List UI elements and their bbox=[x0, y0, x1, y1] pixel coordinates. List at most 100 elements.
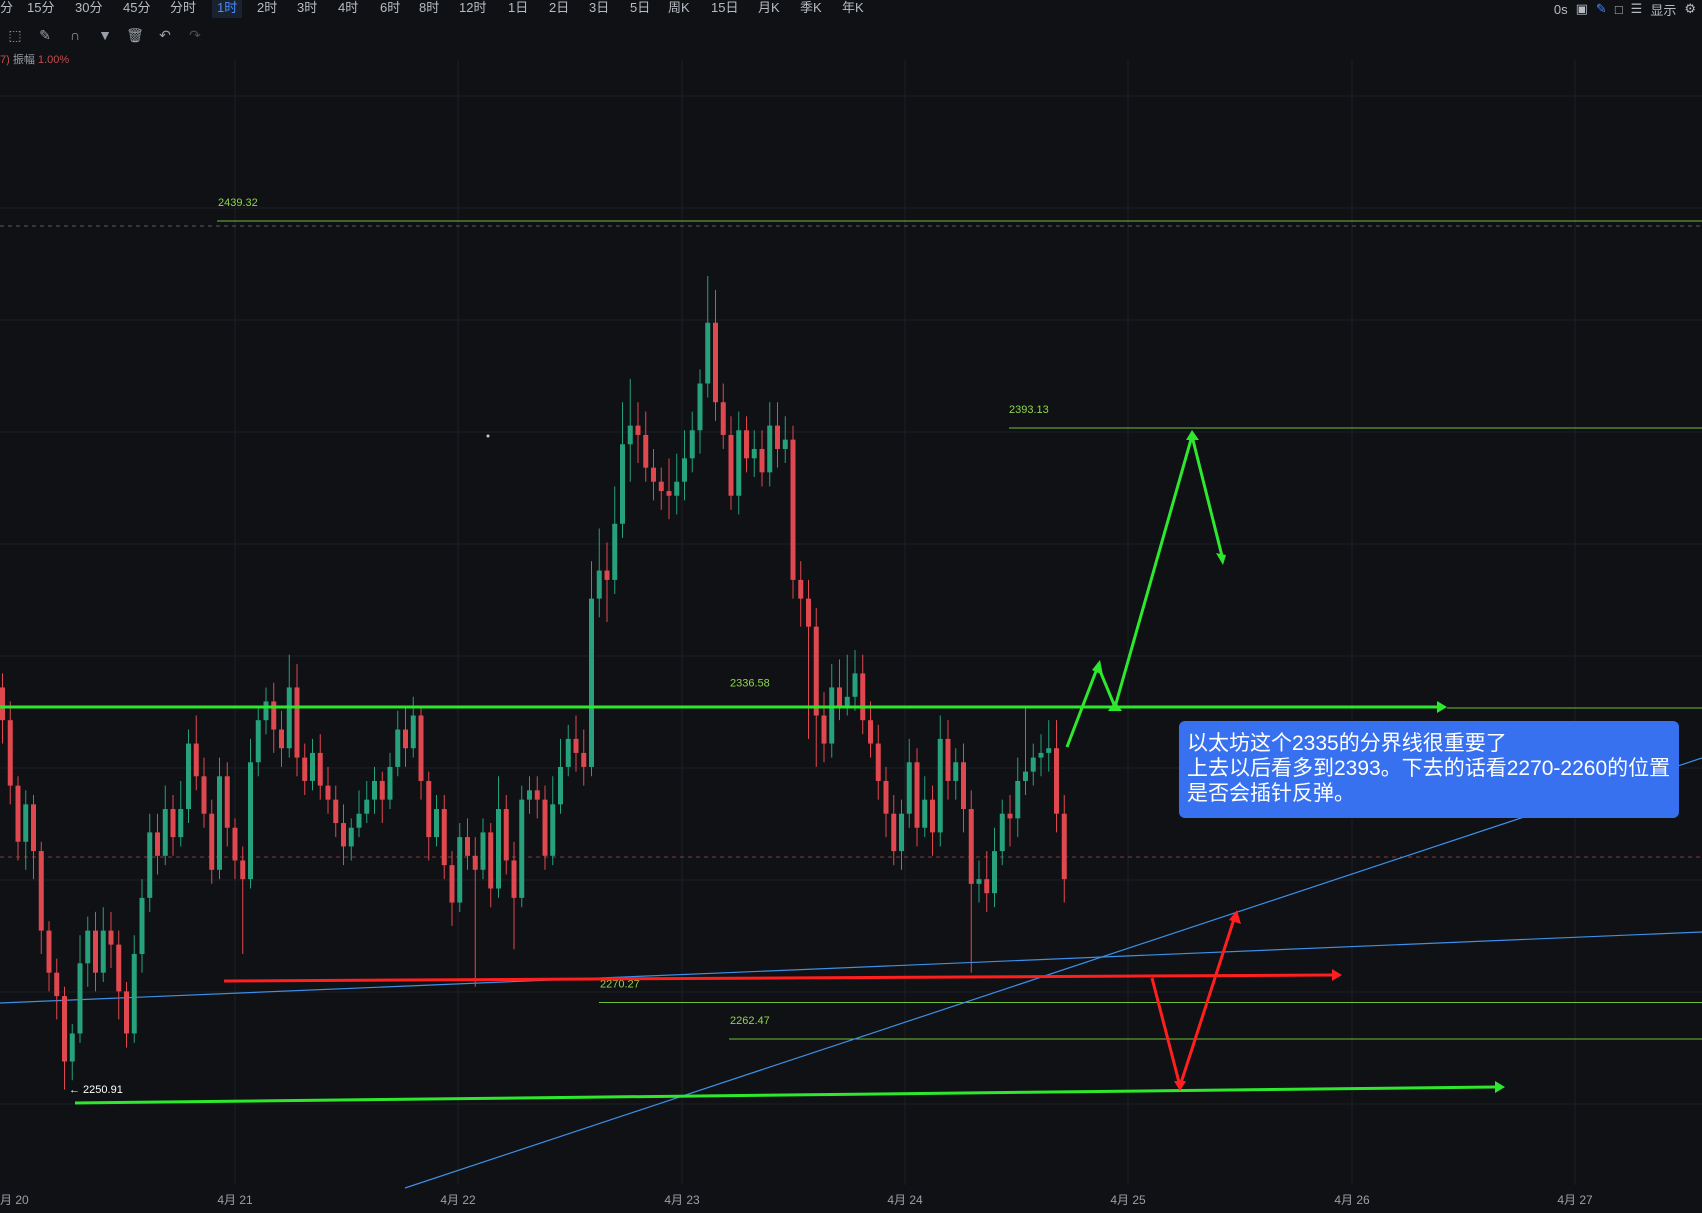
drawing-settings-icon[interactable]: ✎ bbox=[39, 26, 51, 43]
timeframe-0[interactable]: 分 bbox=[0, 0, 14, 15]
candle-body-117 bbox=[906, 762, 912, 814]
candle-body-134 bbox=[1038, 752, 1044, 758]
timeframe-5[interactable]: 1时 bbox=[212, 0, 243, 18]
candle-body-137 bbox=[1061, 813, 1067, 880]
candle-body-80 bbox=[620, 444, 625, 524]
candle-body-61 bbox=[472, 855, 478, 870]
timeframe-4[interactable]: 分时 bbox=[170, 0, 197, 15]
annotation-line-3: 是否会插针反弹。 bbox=[1187, 782, 1355, 805]
timeframe-18[interactable]: 月K bbox=[758, 0, 780, 15]
candle-body-122 bbox=[945, 738, 951, 781]
timeframe-7[interactable]: 3时 bbox=[297, 0, 318, 15]
timeframe-19[interactable]: 季K bbox=[800, 0, 822, 15]
candle-body-71 bbox=[550, 804, 556, 856]
candle-body-92 bbox=[713, 322, 718, 403]
timeframe-10[interactable]: 8时 bbox=[419, 0, 440, 15]
candle-body-17 bbox=[131, 953, 137, 1034]
candle-body-121 bbox=[937, 738, 943, 833]
annotation-line-2: 上去以后看多到2393。下去的话看2270-2260的位置 bbox=[1187, 757, 1671, 780]
candle-body-36 bbox=[279, 729, 284, 749]
timeframe-13[interactable]: 2日 bbox=[549, 0, 570, 15]
timeframe-9[interactable]: 6时 bbox=[380, 0, 401, 15]
x-tick-5: 4月 25 bbox=[1110, 1193, 1146, 1207]
timeframe-11[interactable]: 12时 bbox=[459, 0, 487, 15]
candle-body-46 bbox=[356, 813, 362, 828]
candle-body-38 bbox=[294, 687, 300, 758]
x-tick-4: 4月 24 bbox=[887, 1193, 923, 1207]
candle-body-135 bbox=[1046, 748, 1052, 753]
trendline-blue-1 bbox=[0, 931, 1702, 1004]
candle-body-105 bbox=[813, 626, 819, 716]
display-button[interactable]: 显示 bbox=[1650, 2, 1677, 18]
marker-dot bbox=[486, 434, 490, 438]
candle-body-120 bbox=[930, 799, 935, 833]
chart-right-tools: 0s ▣ ✎ □ ☰ 显示 ⚙ bbox=[1554, 0, 1702, 18]
candle-body-9 bbox=[69, 1033, 75, 1062]
candle-body-34 bbox=[263, 701, 269, 721]
x-tick-2: 4月 22 bbox=[440, 1193, 476, 1207]
filter-icon[interactable]: ▼ bbox=[98, 27, 112, 43]
candle-body-19 bbox=[147, 832, 153, 898]
arrow-head-green-main bbox=[1437, 701, 1447, 713]
candle-body-41 bbox=[317, 752, 323, 786]
camera-icon[interactable]: ▣ bbox=[1575, 1, 1588, 16]
trash-icon[interactable]: 🗑 bbox=[126, 26, 144, 43]
candle-body-58 bbox=[449, 865, 455, 903]
candle-body-110 bbox=[852, 673, 858, 697]
countdown-label: 0s bbox=[1553, 1, 1568, 17]
scenario-arrow-2 bbox=[1186, 430, 1199, 440]
candle-body-89 bbox=[689, 430, 695, 459]
candle-body-13 bbox=[100, 930, 106, 973]
scenario-path-down bbox=[1150, 915, 1237, 1092]
amplitude-label: 振幅 bbox=[12, 54, 35, 66]
pen-icon[interactable]: ✎ bbox=[1595, 1, 1607, 16]
candle-body-35 bbox=[271, 701, 277, 730]
timeframe-16[interactable]: 周K bbox=[668, 0, 690, 15]
drawing-toolbar: ⬚ ✎ ∩ ▼ 🗑 ↶ ↷ bbox=[0, 24, 210, 46]
candle-body-21 bbox=[162, 809, 168, 856]
candle-body-26 bbox=[201, 776, 207, 814]
layout-icon[interactable]: □ bbox=[1614, 1, 1623, 17]
info-prefix: 7) bbox=[0, 54, 10, 66]
candle-body-2 bbox=[15, 785, 21, 842]
timeframe-17[interactable]: 15日 bbox=[711, 0, 739, 15]
arrow-head-red bbox=[1332, 969, 1342, 981]
menu-icon[interactable]: ☰ bbox=[1630, 1, 1643, 16]
drawing-shape-icon[interactable]: ⬚ bbox=[8, 26, 22, 43]
trendline-blue-2 bbox=[404, 757, 1702, 1189]
candle-body-114 bbox=[883, 780, 889, 814]
price-label-2336: 2336.58 bbox=[730, 677, 770, 689]
timeframe-15[interactable]: 5日 bbox=[630, 0, 651, 15]
candle-body-132 bbox=[1023, 771, 1028, 781]
x-tick-7: 4月 27 bbox=[1557, 1193, 1593, 1207]
timeframe-1[interactable]: 15分 bbox=[27, 0, 55, 15]
candle-body-74 bbox=[573, 738, 579, 753]
candle-body-8 bbox=[62, 996, 67, 1062]
timeframe-20[interactable]: 年K bbox=[842, 0, 864, 15]
candle-body-106 bbox=[821, 715, 827, 744]
candle-body-126 bbox=[976, 879, 982, 884]
magnet-icon[interactable]: ∩ bbox=[69, 27, 81, 43]
timeframe-2[interactable]: 30分 bbox=[75, 0, 103, 15]
timeframe-6[interactable]: 2时 bbox=[257, 0, 278, 15]
timeframe-3[interactable]: 45分 bbox=[123, 0, 151, 15]
candle-body-40 bbox=[310, 752, 315, 781]
redo-icon: ↷ bbox=[189, 26, 201, 43]
amplitude-value: 1.00% bbox=[37, 54, 70, 66]
candle-body-91 bbox=[705, 322, 711, 384]
scenario-arrow-red-2 bbox=[1174, 1081, 1186, 1091]
undo-icon[interactable]: ↶ bbox=[159, 26, 171, 43]
candle-body-88 bbox=[682, 458, 687, 482]
timeframe-8[interactable]: 4时 bbox=[338, 0, 359, 15]
settings-icon[interactable]: ⚙ bbox=[1684, 1, 1696, 16]
candle-body-54 bbox=[418, 715, 424, 781]
timeframe-12[interactable]: 1日 bbox=[508, 0, 529, 15]
candle-body-25 bbox=[193, 743, 199, 777]
candle-body-32 bbox=[248, 762, 253, 880]
candle-body-84 bbox=[651, 467, 656, 482]
candle-body-43 bbox=[333, 799, 339, 824]
timeframe-14[interactable]: 3日 bbox=[589, 0, 610, 15]
candle-body-102 bbox=[790, 439, 796, 580]
candle-body-97 bbox=[751, 448, 757, 459]
